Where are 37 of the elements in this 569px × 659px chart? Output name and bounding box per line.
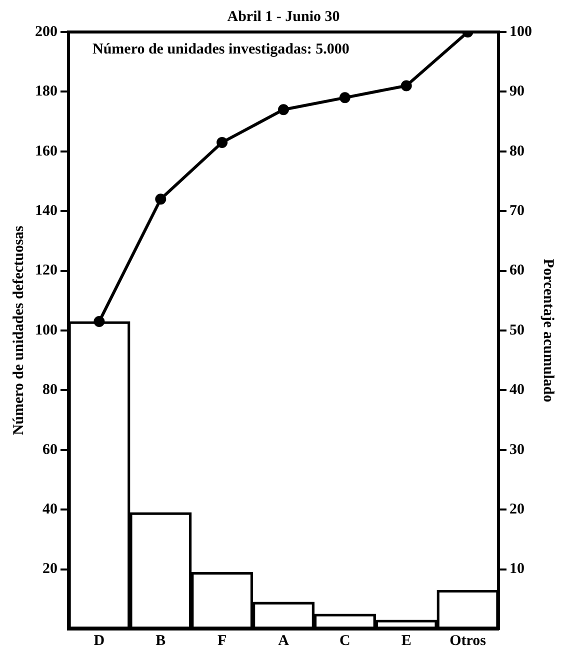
- y-tick-label: 80: [42, 382, 58, 398]
- y-tick-label: 140: [35, 202, 58, 219]
- y2-tick-label: 50: [510, 322, 524, 338]
- x-tick-label: Otros: [450, 632, 486, 649]
- x-tick-label: B: [156, 632, 166, 649]
- y2-tick-label: 40: [510, 382, 524, 398]
- y2-axis-title: Porcentaje acumulado: [540, 258, 556, 402]
- y-axis-title: Número de unidades defectuosas: [10, 226, 27, 436]
- x-tick-label: E: [401, 632, 412, 649]
- point: [155, 194, 166, 205]
- x-tick-label: D: [94, 632, 105, 649]
- y2-tick-label: 100: [510, 24, 532, 40]
- y2-tick-label: 20: [510, 501, 524, 518]
- point: [339, 92, 350, 104]
- y2-tick-label: 60: [510, 262, 524, 279]
- y2-tick-label: 30: [510, 442, 524, 458]
- y2-tick-label: 70: [510, 202, 524, 219]
- y2-tick-label: 10: [510, 561, 524, 578]
- y-tick-label: 40: [42, 501, 58, 518]
- y-tick-label: 20: [42, 561, 58, 578]
- annotation: Número de unidades investigadas: 5.000: [92, 41, 350, 58]
- chart-title: Abril 1 - Junio 30: [227, 8, 340, 25]
- x-tick-label: A: [278, 632, 290, 649]
- point: [216, 136, 228, 148]
- x-tick-label: F: [217, 632, 227, 649]
- y-tick-label: 60: [42, 442, 58, 458]
- y2-tick-label: 90: [510, 84, 524, 100]
- point: [278, 104, 289, 116]
- y-tick-label: 200: [35, 24, 58, 40]
- y2-tick-label: 80: [510, 143, 524, 160]
- y-tick-label: 160: [35, 143, 58, 160]
- x-tick-label: C: [340, 632, 350, 649]
- y-tick-label: 100: [35, 322, 58, 338]
- y-tick-label: 120: [35, 262, 58, 279]
- y-tick-label: 180: [35, 84, 58, 100]
- point: [400, 80, 412, 92]
- point: [94, 316, 105, 328]
